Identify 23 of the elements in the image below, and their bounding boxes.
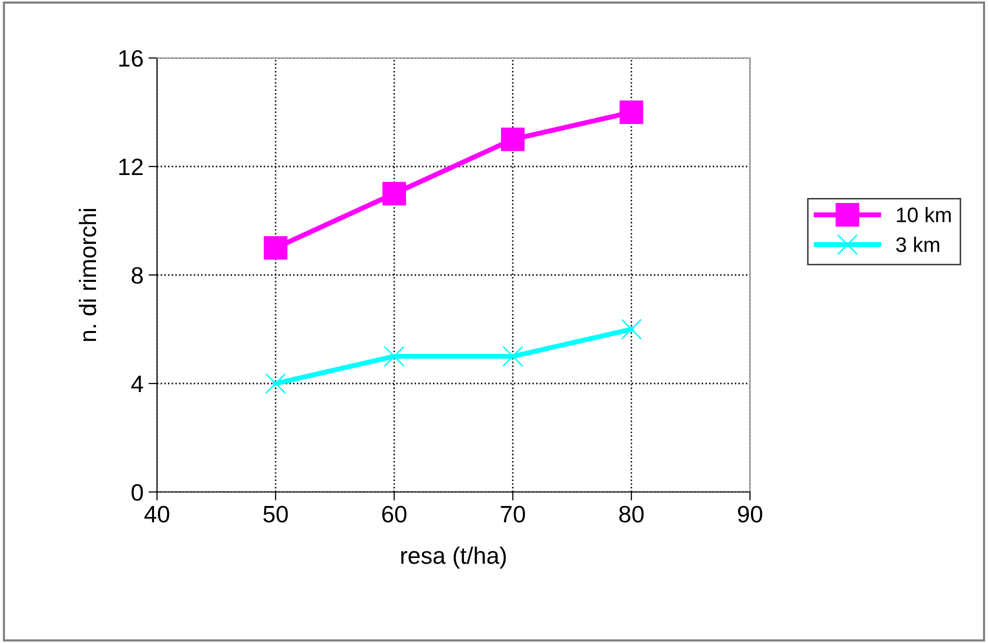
x-tick-label: 60 (382, 506, 406, 523)
point (384, 346, 405, 367)
point (382, 182, 406, 206)
legend-label: 10 km (896, 206, 951, 222)
x-tick-label: 90 (738, 506, 762, 523)
y-tick-label: 16 (119, 50, 143, 67)
point (264, 236, 288, 260)
x-axis-title: resa (t/ha) (401, 546, 506, 569)
y-axis-title: n. di rimorchi (78, 209, 96, 341)
y-tick-label: 0 (132, 484, 143, 501)
x-tick-label: 80 (619, 506, 644, 523)
point (265, 373, 286, 394)
y-tick-label: 4 (131, 376, 144, 392)
x-tick-label: 70 (500, 506, 526, 523)
x-tick-label: 50 (263, 506, 288, 523)
y-tick-label: 8 (132, 267, 143, 284)
y-tick-label: 12 (119, 158, 143, 176)
point (500, 128, 525, 152)
point (620, 100, 644, 124)
point (620, 318, 642, 340)
legend-label: 3 km (896, 236, 940, 252)
point (502, 346, 524, 367)
x-tick-label: 40 (144, 506, 170, 523)
